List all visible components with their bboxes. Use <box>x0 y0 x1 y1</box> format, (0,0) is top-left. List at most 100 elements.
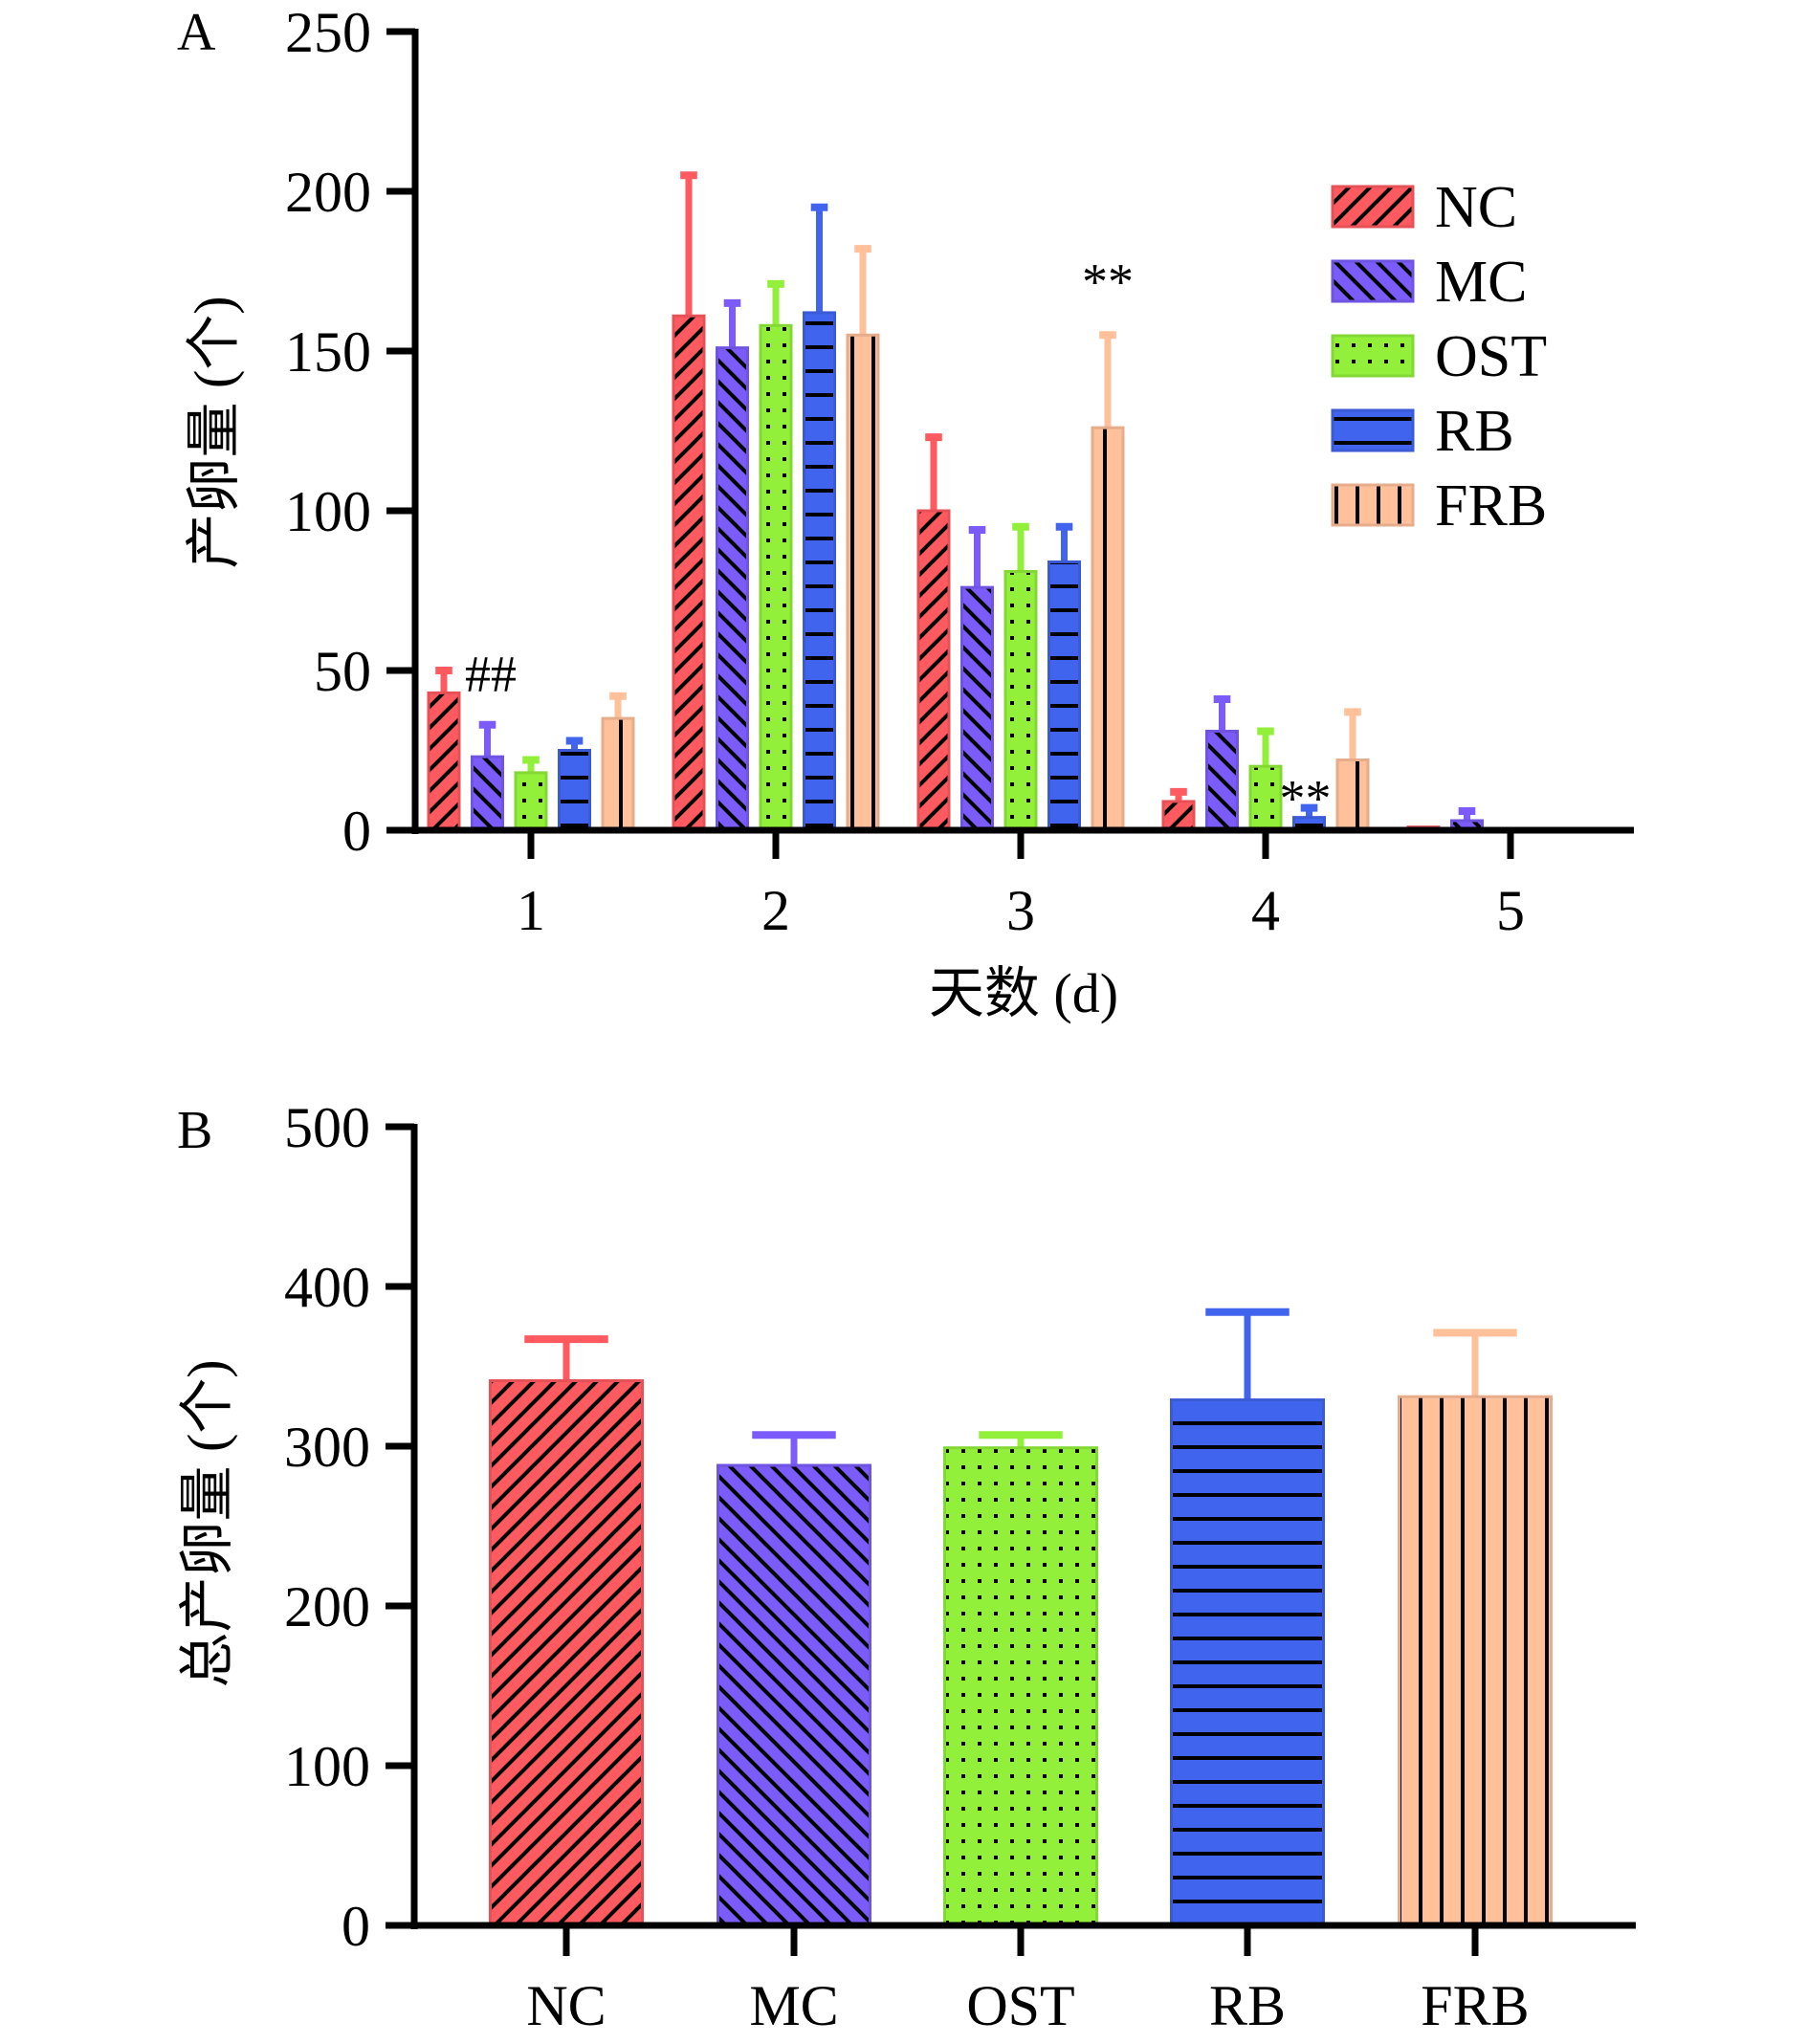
panel-a-legend: NC MC OST RB FRB <box>1331 175 1547 538</box>
bar-total-frb <box>1398 1329 1553 1927</box>
bar-total-ost-rect <box>943 1446 1098 1927</box>
y-tick-label: 500 <box>284 1096 370 1159</box>
bar-nc-day4 <box>1161 787 1196 832</box>
x-tick-label: RB <box>1209 1974 1286 2037</box>
bar-rb-day1-rect <box>558 749 591 832</box>
significance-annotation: ** <box>1280 770 1332 827</box>
y-tick-label: 150 <box>285 320 371 384</box>
bar-nc-day3-rect <box>916 509 951 832</box>
y-tick-label: 200 <box>284 1575 370 1638</box>
panel-b-chart: B 0 100 200 300 400 500 NC MC OST RB FRB 总产卵量 (个) <box>176 1096 1636 2037</box>
panel-b-axes: 0 100 200 300 400 500 NC MC OST RB FRB <box>284 1096 1636 2037</box>
bar-rb-day2-rect <box>803 311 836 832</box>
bar-ost-day3-rect <box>1003 569 1038 832</box>
bar-frb-day1 <box>601 692 635 832</box>
bar-frb-day2-rect <box>846 333 880 832</box>
legend-label: OST <box>1435 324 1547 389</box>
bar-mc-day1 <box>471 720 504 832</box>
y-tick-label: 200 <box>285 161 371 224</box>
x-tick-label: NC <box>526 1974 606 2037</box>
bar-frb-day4 <box>1335 708 1370 832</box>
legend-item-nc: NC <box>1331 175 1517 240</box>
legend-swatch <box>1331 483 1415 527</box>
bar-frb-day1-rect <box>601 716 635 832</box>
panel-a-y-axis-title: 产卵量 (个) <box>183 296 245 568</box>
legend-label: FRB <box>1435 473 1547 538</box>
bar-total-rb <box>1170 1308 1325 1927</box>
bar-mc-day4 <box>1205 695 1239 832</box>
y-tick-label: 0 <box>342 1895 370 1958</box>
panel-a-axes: 0 50 100 150 200 250 1 2 3 4 5 <box>285 1 1634 942</box>
bar-ost-day4 <box>1248 727 1283 832</box>
bar-rb-day1 <box>558 736 591 832</box>
bar-nc-day2-rect <box>672 314 706 832</box>
panel-a-chart: A ## ** ** 0 50 100 150 200 250 1 2 3 4 5 NC MC OST RB F… <box>177 1 1634 1024</box>
significance-annotation: ## <box>465 645 517 702</box>
legend-swatch <box>1331 408 1415 452</box>
legend-swatch <box>1331 334 1415 378</box>
bar-ost-day1-rect <box>514 771 548 832</box>
bar-ost-day3 <box>1003 522 1038 832</box>
bar-mc-day3-rect <box>960 585 994 832</box>
bar-mc-day4-rect <box>1205 729 1239 832</box>
x-tick-label: FRB <box>1421 1974 1529 2037</box>
x-tick-label: 2 <box>761 879 790 942</box>
x-tick-label: 5 <box>1496 879 1525 942</box>
x-tick-label: 3 <box>1006 879 1035 942</box>
bar-mc-day2 <box>716 298 749 832</box>
bar-ost-day4-rect <box>1248 764 1283 832</box>
bar-total-ost <box>943 1431 1098 1927</box>
bar-total-nc <box>489 1335 644 1927</box>
legend-label: RB <box>1435 399 1514 464</box>
legend-item-mc: MC <box>1331 250 1527 315</box>
bar-total-mc <box>717 1431 871 1927</box>
panel-a-bars: ## ** ** <box>427 171 1484 832</box>
bar-nc-day1 <box>427 667 461 832</box>
legend-label: MC <box>1435 250 1527 315</box>
legend-item-frb: FRB <box>1331 473 1547 538</box>
legend-item-rb: RB <box>1331 399 1514 464</box>
bar-total-rb-rect <box>1170 1398 1325 1927</box>
y-tick-label: 100 <box>285 480 371 543</box>
bar-nc-day3 <box>916 433 951 832</box>
panel-b-bars <box>489 1308 1553 1927</box>
bar-frb-day4-rect <box>1335 758 1370 832</box>
y-tick-label: 300 <box>284 1416 370 1479</box>
bar-ost-day2 <box>759 279 793 832</box>
x-tick-label: MC <box>749 1974 838 2037</box>
panel-b-y-axis-title: 总产卵量 (个) <box>176 1359 238 1687</box>
y-tick-label: 0 <box>342 800 371 863</box>
panel-a-label: A <box>177 3 216 62</box>
bar-frb-day3-rect <box>1091 426 1125 832</box>
bar-nc-day4-rect <box>1161 800 1196 832</box>
bar-frb-day2 <box>846 245 880 832</box>
bar-mc-day2-rect <box>716 346 749 832</box>
bar-rb-day2 <box>803 203 836 832</box>
legend-item-ost: OST <box>1331 324 1547 389</box>
x-tick-label: 4 <box>1251 879 1280 942</box>
legend-swatch <box>1331 185 1415 229</box>
bar-total-mc-rect <box>717 1463 871 1927</box>
bar-rb-day3 <box>1047 522 1081 832</box>
x-tick-label: OST <box>966 1974 1074 2037</box>
bar-nc-day2 <box>672 171 706 832</box>
panel-b-label: B <box>177 1101 212 1160</box>
panel-a-x-axis-title: 天数 (d) <box>929 962 1118 1024</box>
y-tick-label: 400 <box>284 1256 370 1319</box>
y-tick-label: 250 <box>285 1 371 64</box>
bar-mc-day1-rect <box>471 755 504 832</box>
bar-rb-day3-rect <box>1047 560 1081 832</box>
bar-ost-day2-rect <box>759 323 793 832</box>
y-tick-label: 100 <box>284 1735 370 1798</box>
significance-annotation: ** <box>1082 253 1134 310</box>
bar-mc-day3 <box>960 526 994 832</box>
bar-nc-day1-rect <box>427 691 461 832</box>
bar-total-nc-rect <box>489 1379 644 1927</box>
bar-frb-day3 <box>1091 331 1125 832</box>
legend-swatch <box>1331 259 1415 303</box>
x-tick-label: 1 <box>517 879 545 942</box>
y-tick-label: 50 <box>314 640 371 703</box>
legend-label: NC <box>1435 175 1517 240</box>
bar-ost-day1 <box>514 756 548 832</box>
